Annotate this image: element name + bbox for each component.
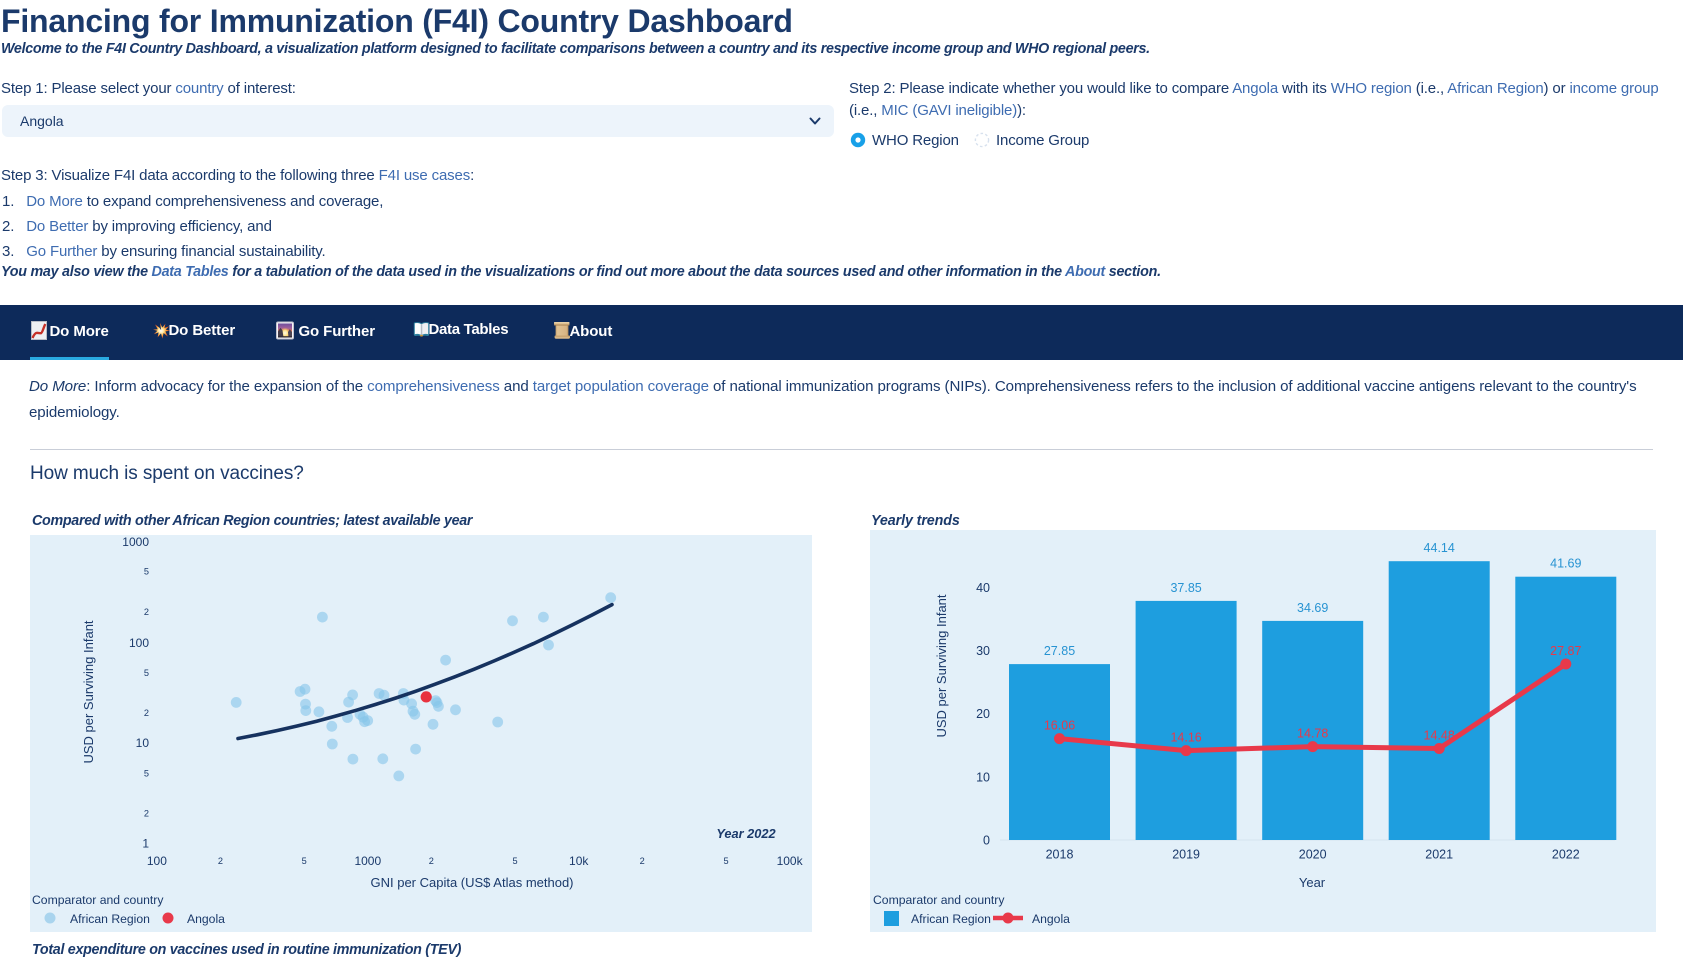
- svg-text:2019: 2019: [1172, 848, 1200, 862]
- svg-text:5: 5: [144, 769, 149, 779]
- svg-text:USD per Surviving Infant: USD per Surviving Infant: [81, 620, 96, 763]
- svg-text:1000: 1000: [354, 854, 381, 868]
- svg-text:14.16: 14.16: [1170, 731, 1201, 745]
- svg-text:Comparator and country: Comparator and country: [873, 893, 1005, 907]
- svg-text:10: 10: [136, 736, 150, 750]
- svg-text:2020: 2020: [1299, 848, 1327, 862]
- svg-text:0: 0: [983, 834, 990, 848]
- svg-text:37.85: 37.85: [1170, 581, 1201, 595]
- svg-text:30: 30: [976, 644, 990, 658]
- svg-text:5: 5: [144, 567, 149, 577]
- svg-text:100: 100: [147, 854, 167, 868]
- svg-text:100k: 100k: [777, 854, 804, 868]
- svg-text:100: 100: [129, 636, 149, 650]
- svg-text:GNI per Capita (US$ Atlas meth: GNI per Capita (US$ Atlas method): [370, 875, 573, 890]
- svg-text:20: 20: [976, 707, 990, 721]
- svg-text:2: 2: [640, 856, 645, 866]
- svg-text:Comparator and country: Comparator and country: [32, 893, 164, 907]
- svg-text:2022: 2022: [1552, 848, 1580, 862]
- svg-text:1: 1: [142, 836, 149, 850]
- svg-text:2018: 2018: [1046, 848, 1074, 862]
- svg-text:African Region: African Region: [911, 912, 991, 926]
- svg-text:5: 5: [513, 856, 518, 866]
- svg-text:5: 5: [302, 856, 307, 866]
- svg-text:10k: 10k: [569, 854, 589, 868]
- svg-text:African Region: African Region: [70, 912, 150, 926]
- svg-text:2021: 2021: [1425, 848, 1453, 862]
- svg-text:41.69: 41.69: [1550, 557, 1581, 571]
- svg-text:27.85: 27.85: [1044, 644, 1075, 658]
- svg-text:16.06: 16.06: [1044, 719, 1075, 733]
- svg-text:Year: Year: [1299, 875, 1326, 890]
- svg-text:14.78: 14.78: [1297, 727, 1328, 741]
- svg-text:USD per Surviving Infant: USD per Surviving Infant: [934, 594, 949, 737]
- svg-text:5: 5: [144, 668, 149, 678]
- svg-text:2: 2: [144, 708, 149, 718]
- svg-text:2: 2: [218, 856, 223, 866]
- svg-text:Year 2022: Year 2022: [716, 826, 775, 841]
- svg-text:1000: 1000: [122, 535, 149, 549]
- svg-text:Angola: Angola: [187, 912, 225, 926]
- svg-text:5: 5: [723, 856, 728, 866]
- svg-text:40: 40: [976, 581, 990, 595]
- svg-text:2: 2: [144, 607, 149, 617]
- svg-text:27.87: 27.87: [1550, 644, 1581, 658]
- svg-text:14.48: 14.48: [1424, 729, 1455, 743]
- svg-text:2: 2: [429, 856, 434, 866]
- svg-text:44.14: 44.14: [1424, 541, 1455, 555]
- svg-text:2: 2: [144, 809, 149, 819]
- svg-text:10: 10: [976, 770, 990, 784]
- svg-text:34.69: 34.69: [1297, 601, 1328, 615]
- svg-text:Angola: Angola: [1032, 912, 1070, 926]
